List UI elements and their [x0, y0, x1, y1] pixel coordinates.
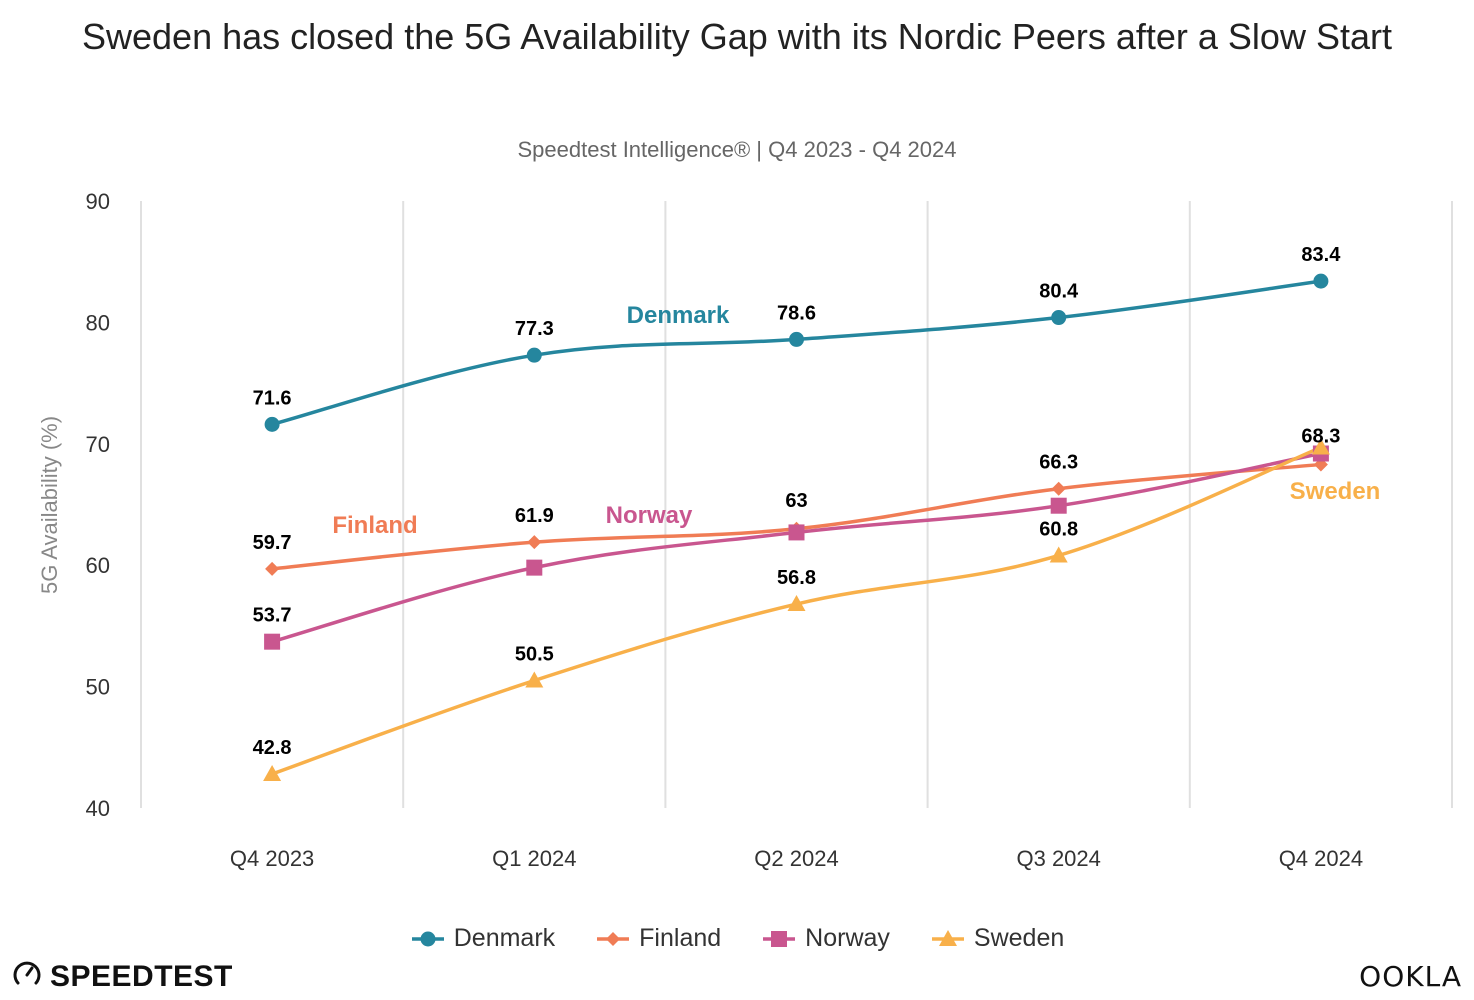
- legend-label: Sweden: [973, 924, 1065, 952]
- y-tick-label: 40: [86, 796, 110, 821]
- series-label-denmark: Denmark: [627, 302, 730, 329]
- circle-marker-icon: [411, 931, 444, 946]
- series-label-finland: Finland: [332, 512, 417, 539]
- data-label: 60.8: [1039, 519, 1078, 541]
- legend-label: Finland: [639, 924, 722, 952]
- y-axis-label: 5G Availability (%): [37, 416, 62, 594]
- diamond-marker-icon: [597, 931, 630, 946]
- marker-sweden: [787, 595, 806, 612]
- marker-finland: [527, 535, 542, 550]
- marker-finland: [265, 561, 280, 576]
- data-label: 68.3: [1301, 425, 1340, 447]
- marker-sweden: [263, 765, 282, 782]
- data-label: 50.5: [515, 644, 554, 666]
- data-label: 63: [785, 490, 807, 512]
- data-label: 77.3: [515, 318, 554, 340]
- data-label: 56.8: [777, 567, 816, 589]
- speedtest-logo: SPEEDTEST: [12, 958, 233, 996]
- series-label-norway: Norway: [606, 502, 693, 529]
- data-label: 71.6: [253, 387, 292, 409]
- marker-denmark: [789, 331, 804, 347]
- legend-label: Norway: [805, 924, 890, 952]
- chart-title: Sweden has closed the 5G Availability Ga…: [82, 16, 1392, 57]
- triangle-marker-icon: [931, 929, 964, 946]
- x-tick-label: Q1 2024: [492, 846, 576, 871]
- marker-norway: [788, 524, 805, 541]
- square-marker-icon: [763, 930, 796, 947]
- x-tick-label: Q4 2024: [1279, 846, 1363, 871]
- marker-norway: [526, 559, 543, 576]
- y-tick-label: 70: [86, 432, 110, 457]
- speedometer-icon: [12, 958, 42, 996]
- marker-denmark: [1051, 310, 1067, 326]
- data-labels: 71.6 77.3 78.6 80.4 83.4 59.7 61.9 63 66.3 68.3 53…: [253, 244, 1342, 759]
- marker-finland: [1051, 481, 1066, 496]
- y-axis-ticks: 40 50 60 70 80 90: [86, 189, 110, 821]
- marker-sweden: [1049, 546, 1068, 563]
- y-tick-label: 90: [86, 189, 110, 214]
- legend-marker: [606, 931, 621, 946]
- data-label: 61.9: [515, 505, 554, 527]
- y-tick-label: 80: [86, 310, 110, 335]
- marker-denmark: [264, 416, 280, 432]
- data-label: 80.4: [1039, 281, 1079, 303]
- legend-item-denmark[interactable]: Denmark: [410, 924, 555, 953]
- legend-item-finland[interactable]: Finland: [595, 924, 721, 953]
- data-label: 59.7: [253, 532, 292, 554]
- marker-sweden: [1311, 438, 1330, 455]
- series-inline-labels: Denmark Finland Norway Sweden: [332, 302, 1380, 539]
- x-axis-ticks: Q4 2023 Q1 2024 Q2 2024 Q3 2024 Q4 2024: [230, 846, 1363, 871]
- line-chart: 40 50 60 70 80 90 Q4 2023 Q1 2024 Q2 2024 Q3 202…: [37, 189, 1453, 871]
- y-tick-label: 60: [86, 553, 110, 578]
- ookla-logo: OOKLA: [1359, 960, 1462, 993]
- speedtest-wordmark: SPEEDTEST: [50, 960, 233, 993]
- marker-norway: [264, 633, 281, 650]
- x-tick-label: Q3 2024: [1016, 846, 1100, 871]
- data-label: 42.8: [253, 737, 292, 759]
- marker-norway: [1050, 497, 1067, 514]
- legend-label: Denmark: [453, 924, 556, 952]
- legend-item-norway[interactable]: Norway: [761, 924, 890, 953]
- data-label: 78.6: [777, 302, 816, 324]
- data-label: 53.7: [253, 605, 292, 627]
- series-markers: [263, 273, 1330, 782]
- chart-subtitle: Speedtest Intelligence® | Q4 2023 - Q4 2…: [517, 137, 957, 162]
- x-tick-label: Q4 2023: [230, 846, 314, 871]
- series-line-norway: [271, 451, 1322, 644]
- marker-denmark: [526, 347, 542, 363]
- data-label: 83.4: [1301, 244, 1341, 266]
- y-tick-label: 50: [86, 675, 110, 700]
- legend-marker: [771, 930, 788, 947]
- legend-item-sweden[interactable]: Sweden: [930, 924, 1064, 953]
- marker-sweden: [525, 671, 544, 688]
- x-tick-label: Q2 2024: [754, 846, 838, 871]
- gridlines: [140, 201, 1453, 808]
- marker-denmark: [1313, 273, 1329, 289]
- data-label: 66.3: [1039, 452, 1078, 474]
- legend: Denmark Finland Norway Sweden: [0, 924, 1474, 953]
- series-label-sweden: Sweden: [1290, 478, 1381, 505]
- legend-marker: [938, 929, 957, 946]
- legend-marker: [420, 931, 436, 946]
